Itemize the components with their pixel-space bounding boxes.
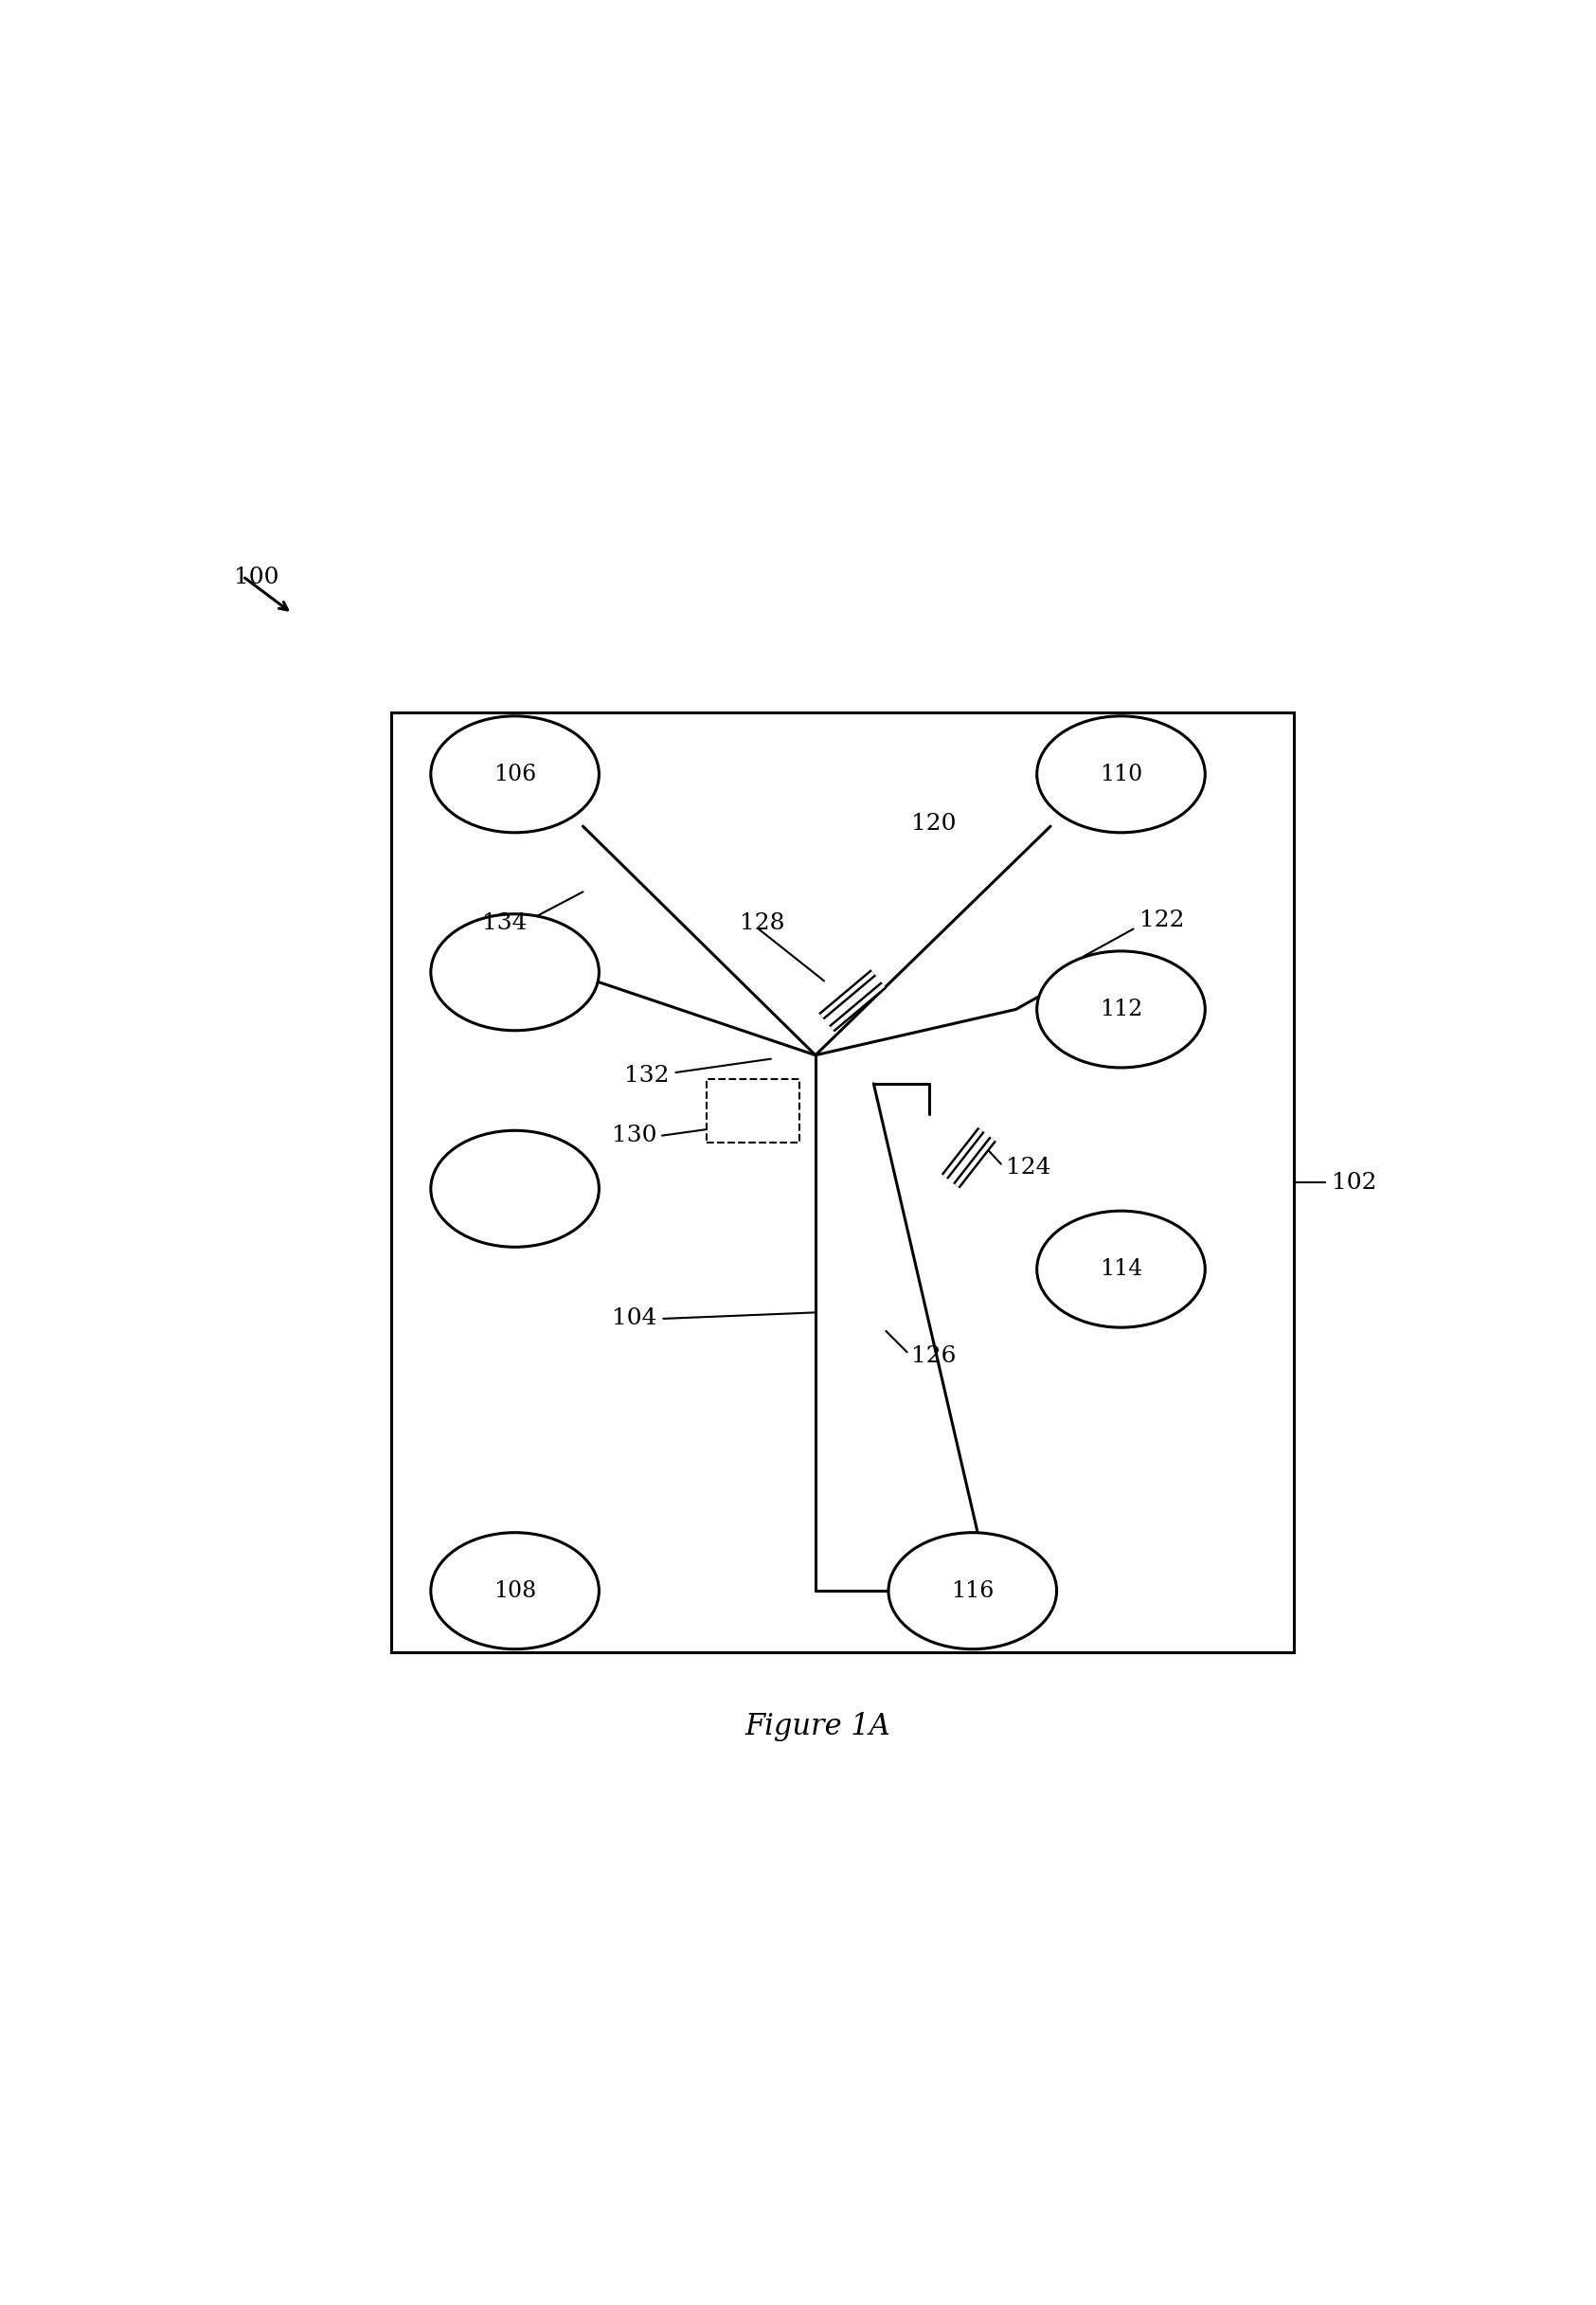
Text: 106: 106 bbox=[493, 763, 536, 786]
Text: 100: 100 bbox=[235, 567, 279, 588]
Text: 124: 124 bbox=[1005, 1157, 1050, 1178]
Ellipse shape bbox=[1037, 1210, 1205, 1328]
Text: 116: 116 bbox=[951, 1579, 994, 1602]
Text: 102: 102 bbox=[1331, 1171, 1376, 1194]
Text: 108: 108 bbox=[493, 1579, 536, 1602]
Text: Figure 1A: Figure 1A bbox=[745, 1713, 891, 1743]
Text: 134: 134 bbox=[482, 913, 527, 934]
Ellipse shape bbox=[1037, 717, 1205, 832]
Text: 120: 120 bbox=[911, 814, 956, 834]
Ellipse shape bbox=[431, 1129, 598, 1247]
Text: 128: 128 bbox=[741, 913, 785, 934]
Ellipse shape bbox=[889, 1533, 1057, 1648]
Text: 130: 130 bbox=[613, 1125, 658, 1146]
Text: 114: 114 bbox=[1100, 1259, 1143, 1279]
Bar bbox=[707, 1079, 800, 1143]
Ellipse shape bbox=[431, 915, 598, 1030]
Ellipse shape bbox=[1037, 952, 1205, 1067]
Text: 126: 126 bbox=[911, 1344, 956, 1367]
Text: 110: 110 bbox=[1100, 763, 1143, 786]
Text: 112: 112 bbox=[1100, 998, 1143, 1021]
Text: 122: 122 bbox=[1140, 910, 1184, 931]
Text: 104: 104 bbox=[613, 1307, 658, 1330]
Text: 132: 132 bbox=[624, 1065, 669, 1088]
Ellipse shape bbox=[431, 1533, 598, 1648]
Bar bbox=[391, 712, 1294, 1653]
Ellipse shape bbox=[431, 717, 598, 832]
